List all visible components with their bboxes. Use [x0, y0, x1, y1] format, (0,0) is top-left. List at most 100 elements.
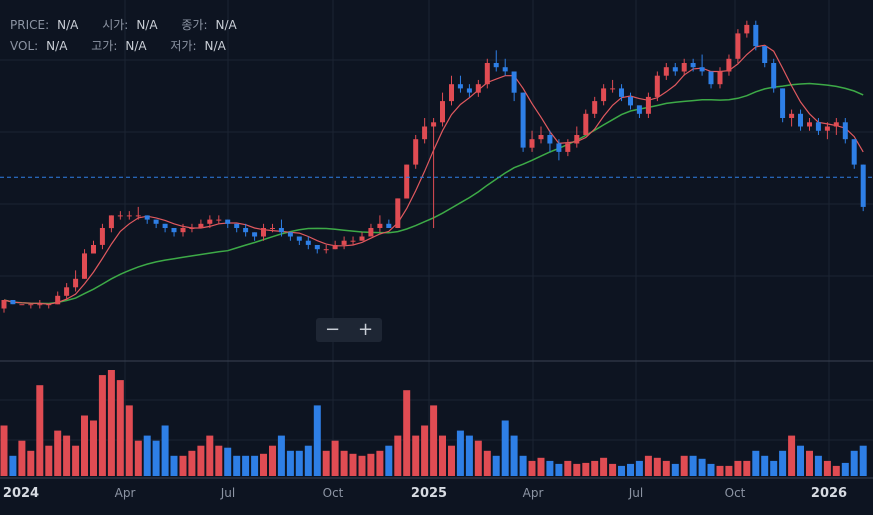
- volume-bar: [788, 435, 796, 476]
- low-value: N/A: [204, 39, 226, 53]
- volume-bar: [18, 440, 26, 476]
- candle-body: [690, 63, 696, 68]
- candle-body: [610, 88, 616, 90]
- low-label: 저가:: [170, 39, 197, 53]
- candle-body: [359, 236, 365, 241]
- candle-body: [762, 46, 768, 63]
- close-value: N/A: [215, 18, 237, 32]
- candle-body: [189, 228, 195, 229]
- candle-body: [842, 122, 848, 140]
- volume-bar: [242, 455, 250, 476]
- volume-bar: [582, 462, 590, 476]
- candle-body: [99, 228, 105, 245]
- candle-body: [171, 228, 177, 233]
- candle-body: [807, 122, 812, 127]
- volume-bar: [385, 445, 393, 476]
- candle-body: [126, 215, 132, 217]
- candle-body: [234, 223, 240, 228]
- volume-bar: [107, 370, 115, 476]
- candle-body: [404, 164, 410, 199]
- candle-body: [252, 232, 258, 237]
- candle-body: [386, 223, 392, 228]
- volume-bar: [9, 455, 17, 476]
- candle-body: [270, 228, 275, 229]
- volume-bar: [322, 450, 330, 476]
- volume-bar: [573, 463, 581, 476]
- candle-body: [628, 96, 633, 106]
- candle-body: [207, 219, 213, 224]
- candle-body: [332, 245, 338, 250]
- volume-bar: [206, 435, 214, 476]
- volume-bar: [269, 445, 276, 476]
- candle-body: [305, 240, 311, 245]
- volume-bar: [161, 425, 169, 476]
- volume-bar: [832, 465, 840, 476]
- candle-body: [413, 139, 419, 165]
- candle-body: [261, 228, 266, 237]
- candle-body: [225, 219, 231, 224]
- volume-bar: [448, 445, 455, 476]
- candle-body: [10, 300, 16, 305]
- x-tick-label: 2025: [410, 486, 448, 501]
- volume-bar: [707, 463, 715, 476]
- volume-bar: [618, 465, 625, 476]
- volume-bar: [806, 450, 813, 476]
- candle-body: [449, 84, 454, 102]
- candle-body: [350, 240, 356, 242]
- volume-bar: [376, 450, 384, 476]
- candle-body: [28, 304, 34, 306]
- candle-body: [73, 278, 79, 288]
- candle-body: [37, 304, 43, 306]
- volume-bar: [680, 455, 688, 476]
- volume-bar: [331, 440, 339, 476]
- volume-bar: [662, 460, 670, 476]
- candle-body: [117, 215, 123, 217]
- volume-bar: [224, 447, 232, 476]
- volume-bar: [600, 457, 608, 476]
- candle-body: [824, 126, 830, 131]
- zoom-in-button[interactable]: +: [357, 319, 374, 340]
- candle-body: [556, 143, 562, 152]
- zoom-out-button[interactable]: −: [324, 319, 341, 340]
- candle-body: [278, 228, 284, 233]
- candle-body: [663, 67, 669, 76]
- volume-bar: [841, 462, 849, 476]
- volume-bar: [671, 463, 679, 476]
- volume-bar: [510, 435, 518, 476]
- volume-bar: [421, 425, 429, 476]
- candle-body: [565, 143, 571, 152]
- candle-body: [708, 71, 714, 85]
- candle-body: [744, 24, 750, 34]
- candle-body: [520, 92, 526, 148]
- candle-body: [860, 164, 866, 207]
- volume-bar: [734, 460, 742, 476]
- candle-body: [636, 105, 642, 114]
- candle-body: [162, 223, 168, 228]
- candle-body: [735, 33, 741, 59]
- volume-bar: [430, 405, 438, 476]
- volume-bar: [260, 453, 267, 476]
- candle-body: [753, 24, 759, 47]
- volume-bar: [27, 450, 35, 476]
- candle-body: [108, 215, 114, 229]
- volume-bar: [349, 453, 357, 476]
- price-label: PRICE:: [10, 18, 50, 32]
- candle-body: [46, 304, 52, 306]
- candle-body: [395, 198, 401, 228]
- volume-bar: [179, 455, 187, 476]
- candle-body: [180, 228, 186, 233]
- volume-bar: [233, 455, 241, 476]
- candle-body: [431, 122, 437, 127]
- volume-bar: [367, 453, 375, 476]
- volume-bar: [725, 465, 733, 476]
- volume-bar: [456, 430, 464, 476]
- volume-bar: [743, 460, 751, 476]
- candle-body: [243, 228, 249, 233]
- x-tick-label: Oct: [322, 486, 344, 500]
- volume-bar: [54, 430, 62, 476]
- volume-bar: [528, 460, 536, 476]
- volume-bar: [45, 445, 53, 476]
- candle-body: [583, 113, 589, 135]
